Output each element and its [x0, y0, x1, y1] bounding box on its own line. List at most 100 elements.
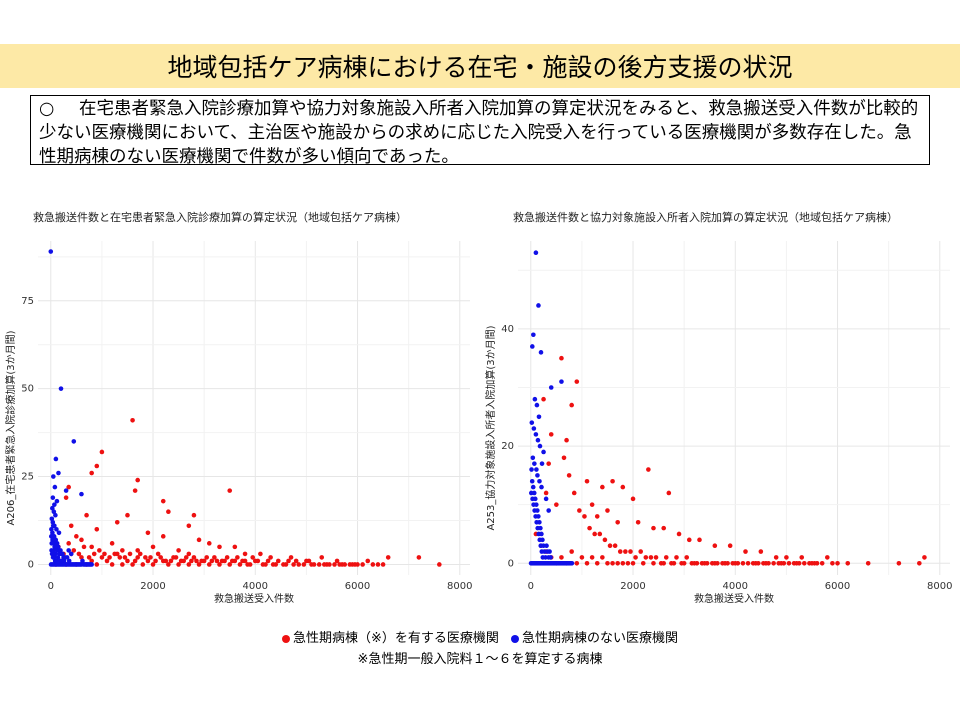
data-point [643, 555, 649, 560]
data-point [54, 498, 60, 504]
data-point [778, 560, 784, 566]
data-point [86, 555, 92, 560]
data-point [52, 551, 58, 557]
data-point [360, 562, 365, 567]
data-point [539, 484, 544, 490]
legend-label-acute: 急性期病棟（※）を有する医療機関 [293, 631, 499, 646]
data-point [64, 555, 70, 560]
data-point [671, 560, 677, 566]
data-point [538, 525, 543, 531]
data-point [145, 530, 151, 536]
y-tick-label: 20 [501, 441, 514, 452]
data-point [786, 560, 792, 566]
data-point [89, 558, 94, 564]
data-point [615, 560, 620, 566]
data-point [534, 402, 540, 408]
data-point [68, 551, 74, 557]
data-point [229, 558, 235, 564]
data-point [579, 555, 585, 560]
data-point [771, 560, 776, 566]
data-point [54, 526, 59, 532]
data-point [240, 558, 245, 564]
data-point [209, 558, 215, 564]
data-point [265, 558, 271, 564]
data-point [342, 562, 348, 567]
data-point [51, 534, 57, 539]
data-point [559, 355, 564, 361]
data-point [291, 562, 296, 567]
data-point [535, 508, 540, 513]
data-point [51, 474, 56, 479]
data-point [661, 525, 667, 531]
data-point [385, 555, 391, 560]
data-point [437, 562, 442, 567]
data-point [130, 418, 135, 423]
data-point [559, 379, 564, 384]
legend-label-non-acute: 急性期病棟のない医療機関 [521, 631, 678, 646]
data-point [532, 496, 538, 502]
data-point [189, 558, 194, 564]
x-tick-label: 8000 [447, 581, 472, 592]
data-point [194, 558, 199, 564]
data-point [773, 555, 779, 560]
data-point [684, 555, 690, 560]
y-tick-label: 0 [508, 558, 514, 569]
data-point [140, 562, 146, 567]
data-point [125, 558, 130, 564]
data-point [582, 514, 587, 519]
data-point [112, 551, 117, 557]
data-point [740, 560, 746, 566]
data-point [53, 456, 59, 462]
data-point [84, 512, 89, 518]
data-point [89, 544, 94, 550]
data-point [135, 555, 140, 560]
x-tick-label: 2000 [140, 581, 165, 592]
data-point [311, 562, 317, 567]
data-point [191, 512, 197, 518]
data-point [153, 558, 158, 564]
data-point [49, 541, 55, 546]
data-point [79, 491, 84, 497]
legend-note: ※急性期一般入院料１～６を算定する病棟 [357, 652, 603, 667]
data-point [597, 531, 603, 537]
data-point [130, 562, 135, 567]
data-point [56, 530, 62, 536]
data-point [623, 549, 628, 554]
data-point [584, 478, 590, 484]
x-tick-label: 2000 [620, 581, 645, 592]
data-point [186, 523, 192, 529]
data-point [548, 432, 554, 437]
data-point [183, 555, 189, 560]
data-point [548, 555, 553, 560]
data-point [250, 555, 256, 560]
data-point [548, 385, 554, 390]
data-point [732, 560, 738, 566]
data-point [49, 551, 55, 557]
data-point [168, 558, 174, 564]
data-point [625, 560, 631, 566]
data-point [640, 560, 646, 566]
data-point [199, 558, 204, 564]
data-point [743, 549, 748, 554]
data-point [316, 562, 322, 567]
data-point [319, 555, 325, 560]
summary-bullet: ○ [39, 99, 55, 119]
data-point [235, 555, 240, 560]
data-point [529, 467, 534, 472]
data-point [163, 558, 169, 564]
data-point [66, 541, 71, 546]
data-point [89, 562, 94, 567]
data-point [566, 473, 572, 478]
x-tick-label: 8000 [927, 581, 952, 592]
data-point [589, 555, 595, 560]
data-point [571, 490, 577, 496]
data-point [753, 560, 759, 566]
data-point [204, 555, 210, 560]
data-point [610, 478, 615, 484]
data-point [534, 467, 539, 472]
data-point [620, 484, 626, 490]
data-point [51, 555, 57, 560]
data-point [587, 525, 592, 531]
data-point [537, 443, 543, 449]
data-point [794, 560, 799, 566]
